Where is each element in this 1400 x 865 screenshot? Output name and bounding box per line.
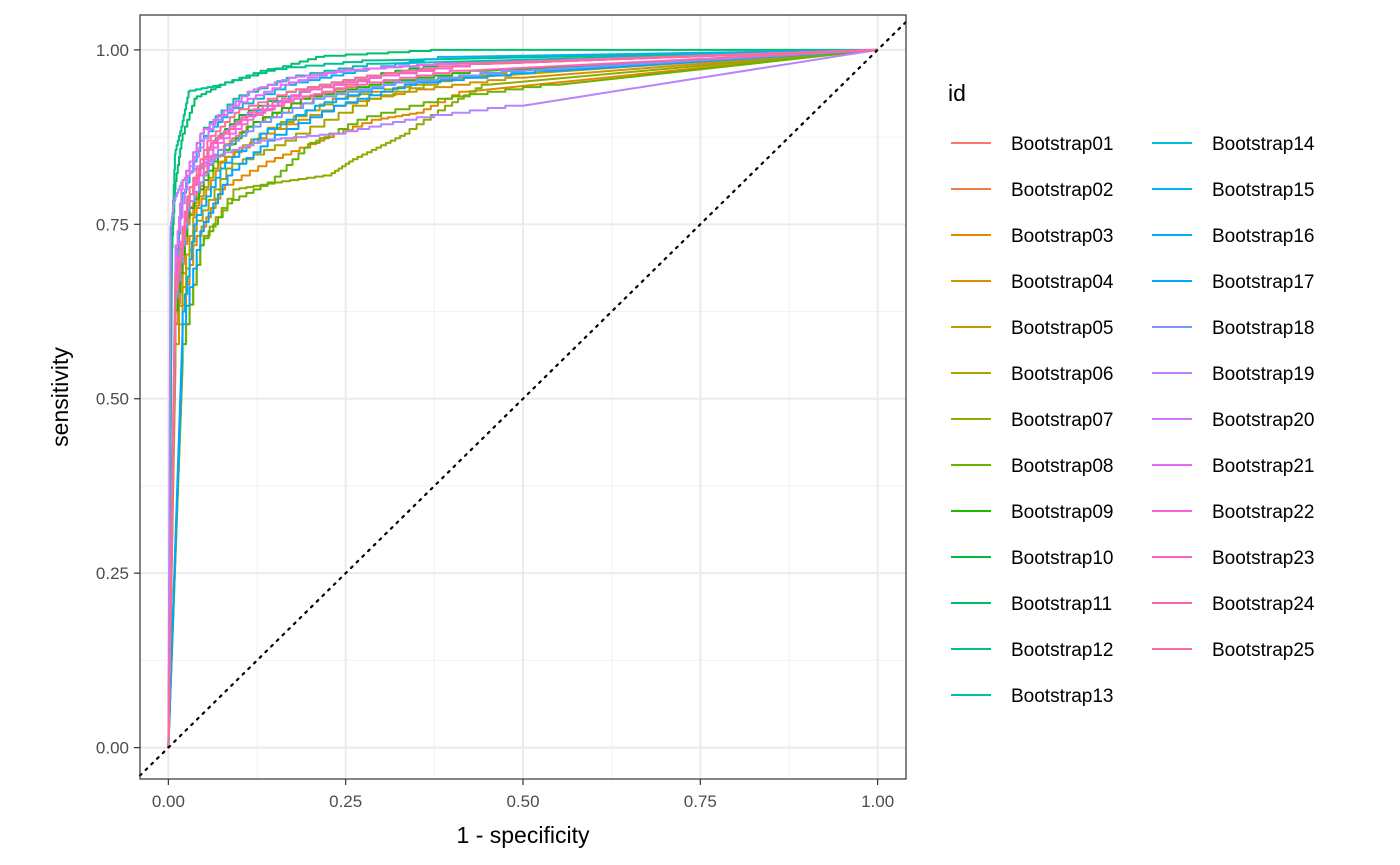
legend-label-bootstrap15: Bootstrap15	[1212, 180, 1314, 201]
legend-label-bootstrap17: Bootstrap17	[1212, 272, 1314, 293]
legend-label-bootstrap21: Bootstrap21	[1212, 456, 1314, 477]
y-tick-label: 0.50	[96, 390, 129, 409]
legend-label-bootstrap25: Bootstrap25	[1212, 640, 1314, 661]
legend-label-bootstrap22: Bootstrap22	[1212, 502, 1314, 523]
x-tick-label: 0.50	[506, 792, 539, 811]
x-axis-title: 1 - specificity	[457, 822, 590, 848]
legend-label-bootstrap08: Bootstrap08	[1011, 456, 1113, 477]
major-gridlines	[140, 15, 906, 779]
legend-label-bootstrap10: Bootstrap10	[1011, 548, 1113, 569]
x-tick-label: 1.00	[861, 792, 894, 811]
series-line-bootstrap06	[167, 48, 878, 748]
legend-label-bootstrap06: Bootstrap06	[1011, 364, 1113, 385]
y-tick-label: 0.00	[96, 739, 129, 758]
legend-title: id	[948, 80, 966, 106]
y-tick-label: 1.00	[96, 41, 129, 60]
legend: id Bootstrap01 Bootstrap02 Bootstrap03 Boot…	[948, 80, 1315, 707]
legend-label-bootstrap14: Bootstrap14	[1212, 134, 1315, 155]
legend-label-bootstrap20: Bootstrap20	[1212, 410, 1314, 431]
legend-label-bootstrap23: Bootstrap23	[1212, 548, 1314, 569]
x-tick-label: 0.75	[684, 792, 717, 811]
series-line-bootstrap03	[167, 48, 878, 748]
legend-label-bootstrap11: Bootstrap11	[1011, 594, 1112, 615]
legend-label-bootstrap07: Bootstrap07	[1011, 410, 1113, 431]
legend-label-bootstrap24: Bootstrap24	[1212, 594, 1315, 615]
legend-label-bootstrap03: Bootstrap03	[1011, 226, 1113, 247]
y-tick-label: 0.75	[96, 215, 129, 234]
x-tick-label: 0.00	[152, 792, 185, 811]
legend-label-bootstrap18: Bootstrap18	[1212, 318, 1314, 339]
x-axis: 0.00 0.25 0.50 0.75 1.00	[152, 779, 894, 811]
reference-diagonal	[138, 20, 908, 777]
roc-curves	[167, 48, 878, 748]
legend-label-bootstrap04: Bootstrap04	[1011, 272, 1114, 293]
series-line-bootstrap12	[167, 48, 878, 748]
legend-label-bootstrap12: Bootstrap12	[1011, 640, 1113, 661]
series-line-bootstrap11	[167, 48, 878, 748]
series-line-bootstrap25	[167, 48, 878, 748]
series-line-bootstrap08	[167, 48, 878, 748]
y-tick-label: 0.25	[96, 564, 129, 583]
legend-label-bootstrap01: Bootstrap01	[1011, 134, 1113, 155]
legend-label-bootstrap19: Bootstrap19	[1212, 364, 1314, 385]
legend-label-bootstrap02: Bootstrap02	[1011, 180, 1113, 201]
series-line-bootstrap04	[167, 48, 878, 748]
y-axis-title: sensitivity	[47, 347, 73, 447]
x-tick-label: 0.25	[329, 792, 362, 811]
series-line-bootstrap19	[167, 48, 878, 748]
legend-label-bootstrap09: Bootstrap09	[1011, 502, 1113, 523]
y-axis: 0.00 0.25 0.50 0.75 1.00	[96, 41, 140, 758]
series-line-bootstrap21	[167, 48, 878, 748]
legend-label-bootstrap13: Bootstrap13	[1011, 686, 1113, 707]
legend-label-bootstrap16: Bootstrap16	[1212, 226, 1314, 247]
legend-label-bootstrap05: Bootstrap05	[1011, 318, 1113, 339]
